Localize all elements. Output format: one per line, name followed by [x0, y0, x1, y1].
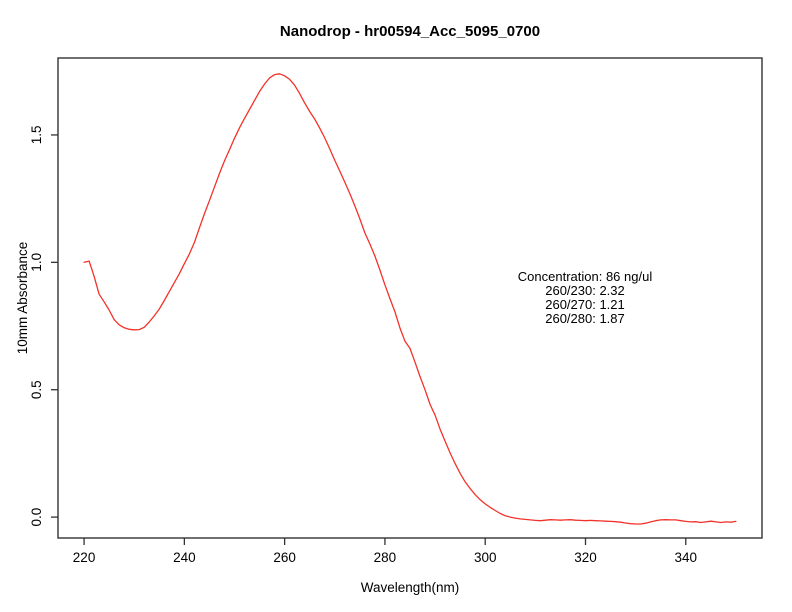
x-tick-label: 220: [73, 550, 96, 565]
absorbance-curve: [83, 73, 737, 525]
x-axis-ticks: 220 240 260 280 300 320 340: [73, 538, 697, 565]
y-tick-label: 0.5: [29, 380, 44, 399]
x-tick-label: 320: [574, 550, 597, 565]
y-tick-label: 1.5: [29, 126, 44, 145]
ratio-260-270-text: 260/270: 1.21: [545, 297, 625, 312]
y-tick-label: 1.0: [29, 253, 44, 272]
y-tick-label: 0.0: [29, 508, 44, 527]
y-axis-label: 10mm Absorbance: [15, 242, 30, 355]
y-axis-ticks: 0.0 0.5 1.0 1.5: [29, 126, 58, 527]
sample-metrics: Concentration: 86 ng/ul 260/230: 2.32 26…: [518, 269, 653, 326]
ratio-260-280-text: 260/280: 1.87: [545, 311, 625, 326]
plot-border: [57, 57, 763, 539]
concentration-text: Concentration: 86 ng/ul: [518, 269, 653, 284]
x-tick-label: 340: [675, 550, 698, 565]
x-axis-label: Wavelength(nm): [361, 580, 460, 595]
x-tick-label: 240: [173, 550, 196, 565]
x-tick-label: 300: [474, 550, 497, 565]
chart-title: Nanodrop - hr00594_Acc_5095_0700: [280, 23, 540, 40]
x-tick-label: 260: [273, 550, 296, 565]
ratio-260-230-text: 260/230: 2.32: [545, 283, 625, 298]
x-tick-label: 280: [374, 550, 397, 565]
